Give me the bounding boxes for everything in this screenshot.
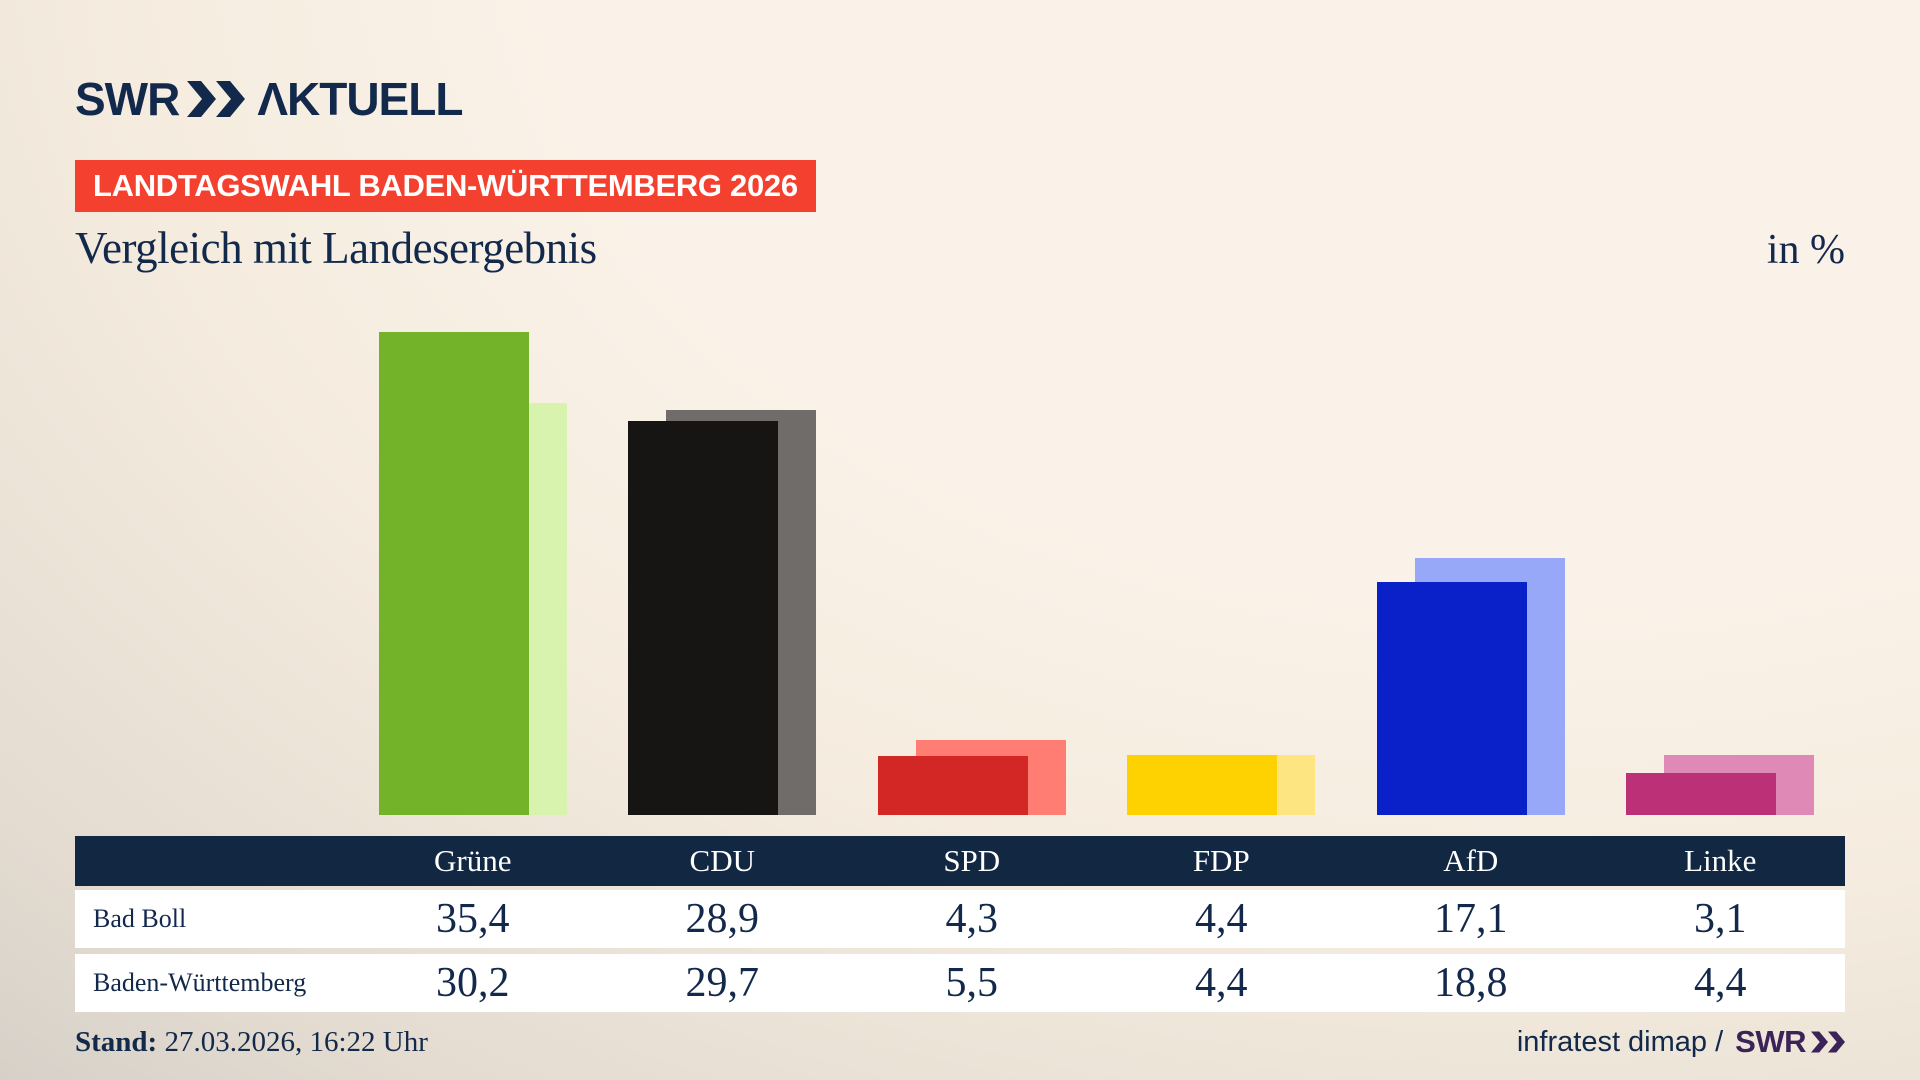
row-label: Bad Boll bbox=[93, 904, 187, 933]
source-attribution: infratest dimap / SWR bbox=[1517, 1024, 1845, 1060]
table-row-bad-boll: Bad Boll 35,4 28,9 4,3 4,4 17,1 3,1 bbox=[75, 890, 1845, 948]
bar-bad-boll-linke bbox=[1626, 773, 1776, 815]
table-cell-bad-boll-spd: 4,3 bbox=[945, 896, 999, 942]
source-text: infratest dimap / bbox=[1516, 1025, 1724, 1058]
table-cell-baden-wuerttemberg-linke: 4,4 bbox=[1694, 960, 1747, 1006]
source-swr-text: SWR bbox=[1735, 1024, 1806, 1059]
table-header-cdu: CDU bbox=[689, 843, 755, 878]
swr-aktuell-logo: SWR ΛKTUELL bbox=[75, 72, 463, 126]
unit-label: in % bbox=[1766, 227, 1845, 273]
heading-row: Vergleich mit Landesergebnis in % bbox=[75, 222, 1845, 274]
footer: Stand: 27.03.2026, 16:22 Uhr infratest d… bbox=[75, 1024, 1845, 1060]
table-cell-baden-wuerttemberg-spd: 5,5 bbox=[945, 960, 999, 1006]
table-cell-bad-boll-fdp: 4,4 bbox=[1195, 896, 1248, 942]
table-row-baden-wuerttemberg: Baden-Württemberg 30,2 29,7 5,5 4,4 18,8 4,4 bbox=[75, 954, 1845, 1012]
table-header-gruene: Grüne bbox=[434, 843, 512, 878]
table-cell-baden-wuerttemberg-cdu: 29,7 bbox=[685, 960, 760, 1006]
table-cell-bad-boll-afd: 17,1 bbox=[1434, 896, 1508, 942]
table-cell-baden-wuerttemberg-fdp: 4,4 bbox=[1195, 960, 1248, 1006]
logo-swr-text: SWR bbox=[75, 73, 180, 125]
results-table-header: Grüne CDU SPD FDP AfD Linke bbox=[75, 836, 1845, 886]
table-cell-bad-boll-linke: 3,1 bbox=[1694, 896, 1747, 942]
logo-aktuell-text: ΛKTUELL bbox=[257, 73, 463, 125]
table-cell-baden-wuerttemberg-gruene: 30,2 bbox=[436, 960, 510, 1006]
table-header-afd: AfD bbox=[1443, 843, 1499, 878]
double-chevron-icon bbox=[187, 81, 246, 117]
double-chevron-icon bbox=[1811, 1031, 1845, 1053]
bar-bad-boll-cdu bbox=[628, 421, 778, 815]
table-header-linke: Linke bbox=[1684, 843, 1757, 878]
results-table: Grüne CDU SPD FDP AfD Linke Bad Boll 35,4 28,9 4… bbox=[75, 836, 1845, 1012]
stand-value: 27.03.2026, 16:22 Uhr bbox=[157, 1025, 428, 1058]
election-badge: LANDTAGSWAHL BADEN-WÜRTTEMBERG 2026 bbox=[75, 160, 816, 212]
bar-bad-boll-spd bbox=[878, 756, 1028, 815]
bar-bad-boll-afd bbox=[1377, 582, 1527, 815]
source-swr-brand: SWR bbox=[1735, 1024, 1845, 1060]
bar-bad-boll-fdp bbox=[1127, 755, 1277, 815]
row-label: Baden-Württemberg bbox=[93, 968, 307, 997]
bar-bad-boll-gruene bbox=[379, 332, 529, 815]
table-cell-bad-boll-gruene: 35,4 bbox=[436, 896, 510, 942]
stand-label: Stand: bbox=[75, 1025, 158, 1058]
table-cell-baden-wuerttemberg-afd: 18,8 bbox=[1434, 960, 1508, 1006]
table-cell-bad-boll-cdu: 28,9 bbox=[685, 896, 760, 942]
stand-timestamp: Stand: 27.03.2026, 16:22 Uhr bbox=[75, 1026, 428, 1059]
table-header-fdp: FDP bbox=[1192, 843, 1250, 878]
table-header-spd: SPD bbox=[943, 843, 1001, 878]
page-title: Vergleich mit Landesergebnis bbox=[75, 223, 597, 273]
